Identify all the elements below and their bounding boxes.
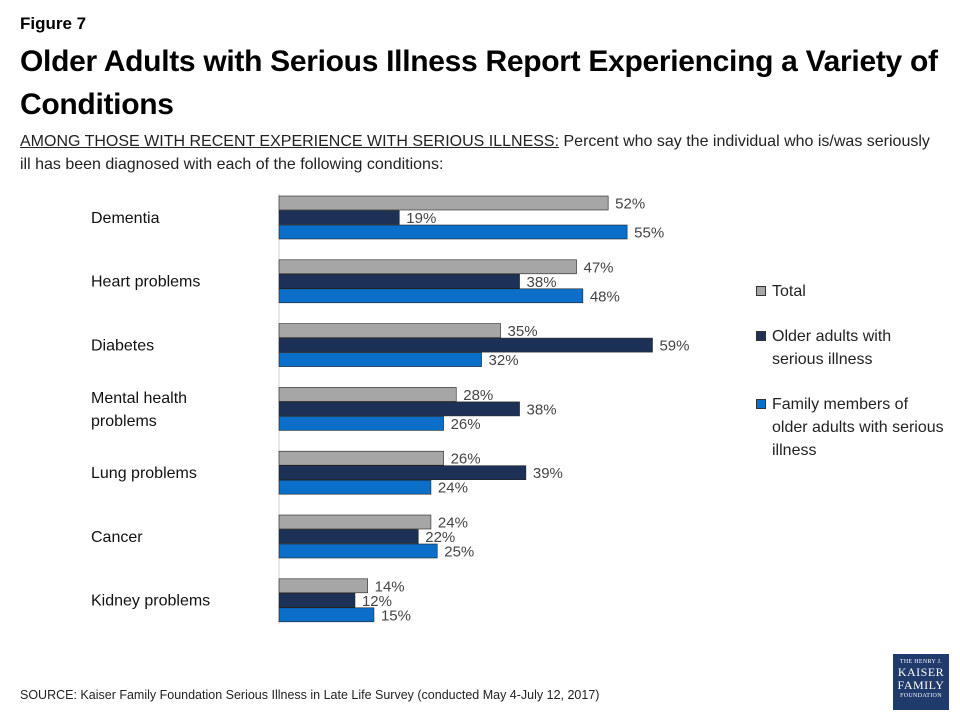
data-label-cancer-family-members-of-older-adults-with-serious-illness: 25% xyxy=(444,544,474,561)
bar-cancer-older-adults-with-serious-illness xyxy=(278,529,419,544)
data-label-cancer-total: 24% xyxy=(438,515,468,532)
kff-logo: THE HENRY J. KAISER FAMILY FOUNDATION xyxy=(893,654,949,710)
data-label-lung-problems-older-adults-with-serious-illness: 39% xyxy=(533,465,563,482)
data-label-heart-problems-total: 47% xyxy=(584,259,614,276)
data-label-mental-health-problems-family-members-of-older-adults-with-serious-illness: 26% xyxy=(451,416,481,433)
bar-heart-problems-family-members-of-older-adults-with-serious-illness xyxy=(278,288,584,304)
data-label-dementia-family-members-of-older-adults-with-serious-illness: 55% xyxy=(634,225,664,242)
bar-heart-problems-older-adults-with-serious-illness xyxy=(278,273,520,289)
bar-kidney-problems-total xyxy=(278,578,368,594)
category-label-kidney-problems: Kidney problems xyxy=(91,593,210,610)
data-label-kidney-problems-older-adults-with-serious-illness: 12% xyxy=(362,593,392,610)
figure-label: Figure 7 xyxy=(20,14,87,33)
bar-dementia-total xyxy=(278,195,609,211)
data-label-mental-health-problems-older-adults-with-serious-illness: 38% xyxy=(527,401,557,418)
bar-kidney-problems-family-members-of-older-adults-with-serious-illness xyxy=(278,607,375,623)
logo-line-1: THE HENRY J. xyxy=(899,659,943,665)
legend-item-family-members: Family members of older adults with seri… xyxy=(756,393,946,462)
source-note: SOURCE: Kaiser Family Foundation Serious… xyxy=(20,688,600,702)
bar-mental-health-problems-family-members-of-older-adults-with-serious-illness xyxy=(278,416,444,431)
chart-subtitle: AMONG THOSE WITH RECENT EXPERIENCE WITH … xyxy=(20,130,940,176)
legend-label-total: Total xyxy=(772,283,806,300)
bar-diabetes-family-members-of-older-adults-with-serious-illness xyxy=(278,352,482,367)
bar-lung-problems-older-adults-with-serious-illness xyxy=(278,465,527,481)
data-label-lung-problems-total: 26% xyxy=(451,451,481,468)
logo-line-3: FAMILY xyxy=(897,678,945,692)
bar-kidney-problems-older-adults-with-serious-illness xyxy=(278,592,356,608)
data-label-dementia-total: 52% xyxy=(615,196,645,213)
data-label-kidney-problems-total: 14% xyxy=(375,578,405,595)
bar-heart-problems-total xyxy=(278,259,577,275)
legend-label-older-adults: Older adults with serious illness xyxy=(772,328,892,368)
subtitle-rest: Percent who say the individual who is/wa… xyxy=(20,133,930,173)
bar-cancer-total xyxy=(278,514,432,530)
category-label-diabetes: Diabetes xyxy=(91,337,154,354)
bar-mental-health-problems-total xyxy=(278,387,457,402)
bar-lung-problems-family-members-of-older-adults-with-serious-illness xyxy=(278,479,432,495)
data-label-heart-problems-family-members-of-older-adults-with-serious-illness: 48% xyxy=(590,288,620,305)
category-label-mental-health-problems: Mental health problems xyxy=(91,390,187,430)
bar-mental-health-problems-older-adults-with-serious-illness xyxy=(278,401,520,417)
data-label-diabetes-total: 35% xyxy=(508,323,538,340)
data-label-lung-problems-family-members-of-older-adults-with-serious-illness: 24% xyxy=(438,480,468,497)
data-label-dementia-older-adults-with-serious-illness: 19% xyxy=(406,210,436,227)
data-label-mental-health-problems-total: 28% xyxy=(463,387,493,404)
category-label-dementia: Dementia xyxy=(91,210,160,227)
data-label-diabetes-older-adults-with-serious-illness: 59% xyxy=(659,338,689,355)
legend-item-total: Total xyxy=(756,280,946,303)
category-label-cancer: Cancer xyxy=(91,529,143,546)
chart-title: Older Adults with Serious Illness Report… xyxy=(20,45,938,121)
bar-dementia-family-members-of-older-adults-with-serious-illness xyxy=(278,224,628,240)
bar-dementia-older-adults-with-serious-illness xyxy=(278,210,400,225)
data-label-kidney-problems-family-members-of-older-adults-with-serious-illness: 15% xyxy=(381,607,411,624)
category-label-heart-problems: Heart problems xyxy=(91,274,200,291)
legend: Total Older adults with serious illness … xyxy=(756,280,946,484)
data-label-heart-problems-older-adults-with-serious-illness: 38% xyxy=(527,274,557,291)
bar-diabetes-older-adults-with-serious-illness xyxy=(278,337,653,353)
legend-swatch-family-members xyxy=(756,399,766,409)
logo-line-2: KAISER xyxy=(897,665,945,679)
bar-lung-problems-total xyxy=(278,450,444,466)
bar-diabetes-total xyxy=(278,323,501,338)
category-label-lung-problems: Lung problems xyxy=(91,465,197,482)
legend-swatch-older-adults xyxy=(756,331,766,341)
data-label-diabetes-family-members-of-older-adults-with-serious-illness: 32% xyxy=(489,352,519,369)
subtitle-lead: AMONG THOSE WITH RECENT EXPERIENCE WITH … xyxy=(20,133,560,150)
legend-label-family-members: Family members of older adults with seri… xyxy=(772,396,944,459)
logo-line-4: FOUNDATION xyxy=(900,693,942,699)
legend-item-older-adults: Older adults with serious illness xyxy=(756,325,946,371)
legend-swatch-total xyxy=(756,286,766,296)
data-label-cancer-older-adults-with-serious-illness: 22% xyxy=(425,529,455,546)
bar-cancer-family-members-of-older-adults-with-serious-illness xyxy=(278,543,438,559)
